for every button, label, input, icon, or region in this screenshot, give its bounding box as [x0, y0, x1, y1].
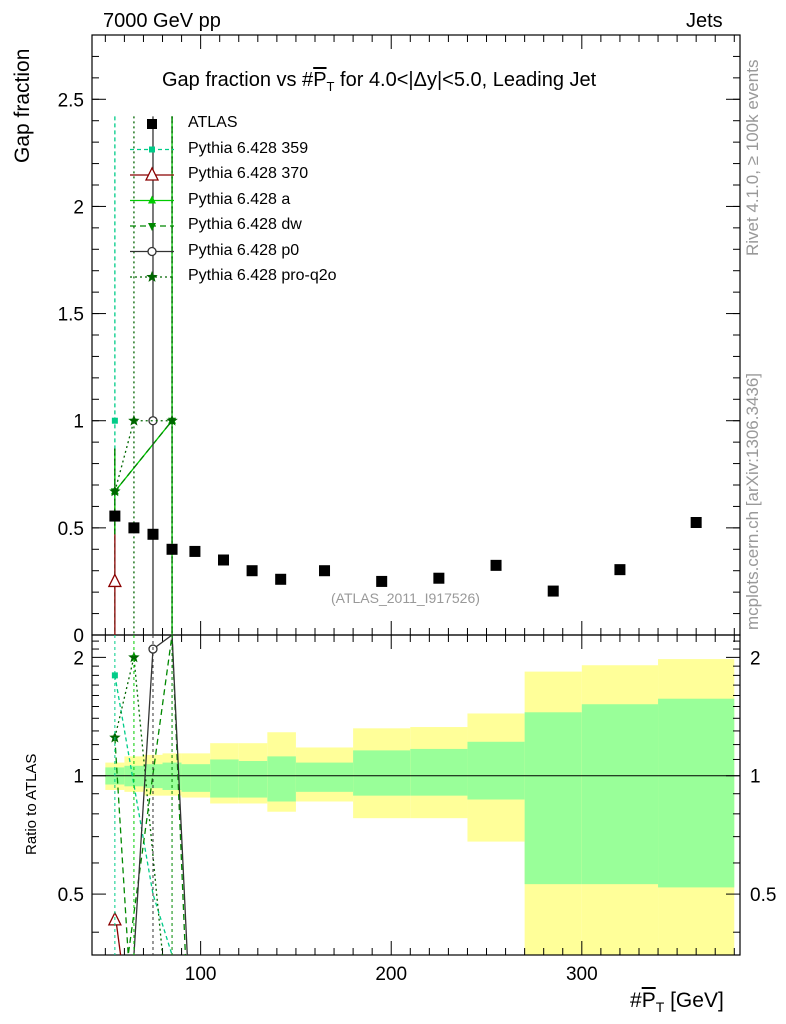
- legend-label-pythia-6-428-dw: Pythia 6.428 dw: [188, 216, 302, 233]
- analysis-id-label: (ATLAS_2011_I917526): [331, 590, 480, 606]
- ratio-band-inner: [353, 750, 411, 796]
- pythia-6-428-pro-q2o-ratio-marker: [128, 651, 140, 663]
- ratio-y-tick-label-left: 0.5: [58, 885, 84, 906]
- plot-title: Gap fraction vs #PT for 4.0<|Δy|<5.0, Le…: [162, 70, 596, 93]
- atlas-data-point: [319, 565, 331, 577]
- main-y-tick-label: 1.5: [58, 305, 84, 326]
- atlas-data-point: [490, 559, 502, 571]
- atlas-data-point: [189, 545, 201, 557]
- main-y-tick-label: 0: [73, 626, 84, 647]
- title-pt-subscript: T: [326, 79, 335, 94]
- atlas-data-point: [246, 565, 258, 577]
- header-category: Jets: [686, 10, 723, 32]
- legend-label-pythia-6-428-a: Pythia 6.428 a: [188, 190, 291, 208]
- atlas-data-point: [166, 543, 178, 555]
- ratio-y-tick-label-left: 2: [73, 648, 84, 669]
- pythia-6-428-p0-ratio-line: [133, 633, 188, 956]
- pythia-6-428-a-legend-marker: [148, 195, 156, 204]
- ratio-y-tick-label-right: 2: [750, 648, 761, 669]
- title-pt-symbol: P: [313, 69, 327, 91]
- atlas-data-point: [218, 554, 230, 566]
- xlabel-pt-subscript: T: [655, 999, 665, 1016]
- pythia-6-428-359-ratio-marker: [111, 672, 118, 679]
- pythia-6-428-pro-q2o-marker: [128, 414, 140, 426]
- ratio-band-inner: [162, 762, 182, 790]
- legend-label-pythia-6-428-p0: Pythia 6.428 p0: [188, 241, 300, 259]
- atlas-legend-marker: [147, 119, 157, 129]
- legend-label-pythia-6-428-359: Pythia 6.428 359: [188, 139, 309, 157]
- pythia-6-428-359-legend-marker: [149, 146, 155, 153]
- pythia-6-428-359-ratio-line: [114, 675, 173, 956]
- ratio-band-inner: [658, 698, 735, 888]
- x-tick-label: 200: [375, 964, 407, 985]
- ratio-plot-frame: [91, 634, 741, 956]
- main-y-tick-label: 0.5: [58, 519, 84, 540]
- rivet-version-label: Rivet 4.1.0, ≥ 100k events: [743, 59, 762, 256]
- xlabel-prefix: #: [630, 989, 642, 1012]
- ratio-band-inner: [210, 759, 239, 798]
- legend-label-atlas: ATLAS: [188, 114, 238, 131]
- ratio-band-inner: [524, 712, 582, 885]
- pythia-6-428-359-marker: [111, 417, 118, 424]
- xlabel-pt-symbol: P: [641, 989, 656, 1012]
- main-y-axis-title: Gap fraction: [11, 48, 34, 163]
- atlas-data-point: [147, 528, 159, 540]
- pythia-6-428-pro-q2o-ratio-line: [114, 657, 164, 956]
- pythia-6-428-dw-legend-marker: [148, 223, 156, 231]
- atlas-data-point: [128, 522, 140, 534]
- main-y-tick-label: 2: [73, 197, 84, 218]
- ratio-y-tick-label-right: 0.5: [750, 885, 776, 906]
- x-tick-label: 300: [566, 964, 598, 985]
- pythia-6-428-370-legend-marker: [144, 166, 160, 181]
- pythia-6-428-pro-q2o-legend-marker: [146, 271, 158, 282]
- ratio-y-axis-title: Ratio to ATLAS: [23, 753, 40, 855]
- pythia-6-428-pro-q2o-marker: [109, 485, 121, 497]
- pythia-6-428-370-marker: [107, 572, 122, 588]
- atlas-data-point: [109, 510, 121, 522]
- ratio-band-inner: [267, 756, 296, 802]
- x-tick-label: 100: [185, 964, 217, 985]
- atlas-data-point: [690, 517, 702, 528]
- ratio-y-tick-label-left: 1: [73, 767, 84, 788]
- ratio-band-inner: [467, 741, 525, 800]
- header-energy: 7000 GeV pp: [103, 10, 221, 32]
- title-suffix: for 4.0<|Δy|<5.0, Leading Jet: [334, 69, 597, 91]
- ratio-band-inner: [295, 762, 354, 792]
- pythia-6-428-p0-legend-marker: [147, 246, 157, 257]
- title-prefix: Gap fraction vs #: [162, 69, 314, 91]
- xlabel-suffix: [GeV]: [664, 989, 724, 1012]
- main-y-tick-label: 2.5: [58, 90, 84, 111]
- ratio-band-inner: [181, 764, 211, 792]
- atlas-data-point: [614, 564, 626, 576]
- ratio-band-inner: [410, 748, 468, 796]
- atlas-data-point: [275, 573, 287, 585]
- pythia-6-428-pro-q2o-marker: [166, 414, 178, 426]
- pythia-6-428-dw-line: [114, 420, 173, 492]
- x-axis-title: #PT [GeV]: [630, 990, 724, 1014]
- legend-label-pythia-6-428-pro-q2o: Pythia 6.428 pro-q2o: [188, 267, 337, 284]
- atlas-data-point: [376, 575, 388, 587]
- atlas-data-point: [433, 572, 445, 584]
- main-y-tick-label: 1: [73, 412, 84, 433]
- atlas-data-point: [547, 585, 559, 597]
- mcplots-source-label: mcplots.cern.ch [arXiv:1306.3436]: [743, 372, 762, 630]
- ratio-y-tick-label-right: 1: [750, 767, 761, 788]
- pythia-6-428-dw-ratio-line: [114, 634, 187, 956]
- legend-label-pythia-6-428-370: Pythia 6.428 370: [188, 165, 309, 182]
- ratio-band-inner: [238, 761, 268, 798]
- ratio-band-inner: [581, 704, 659, 885]
